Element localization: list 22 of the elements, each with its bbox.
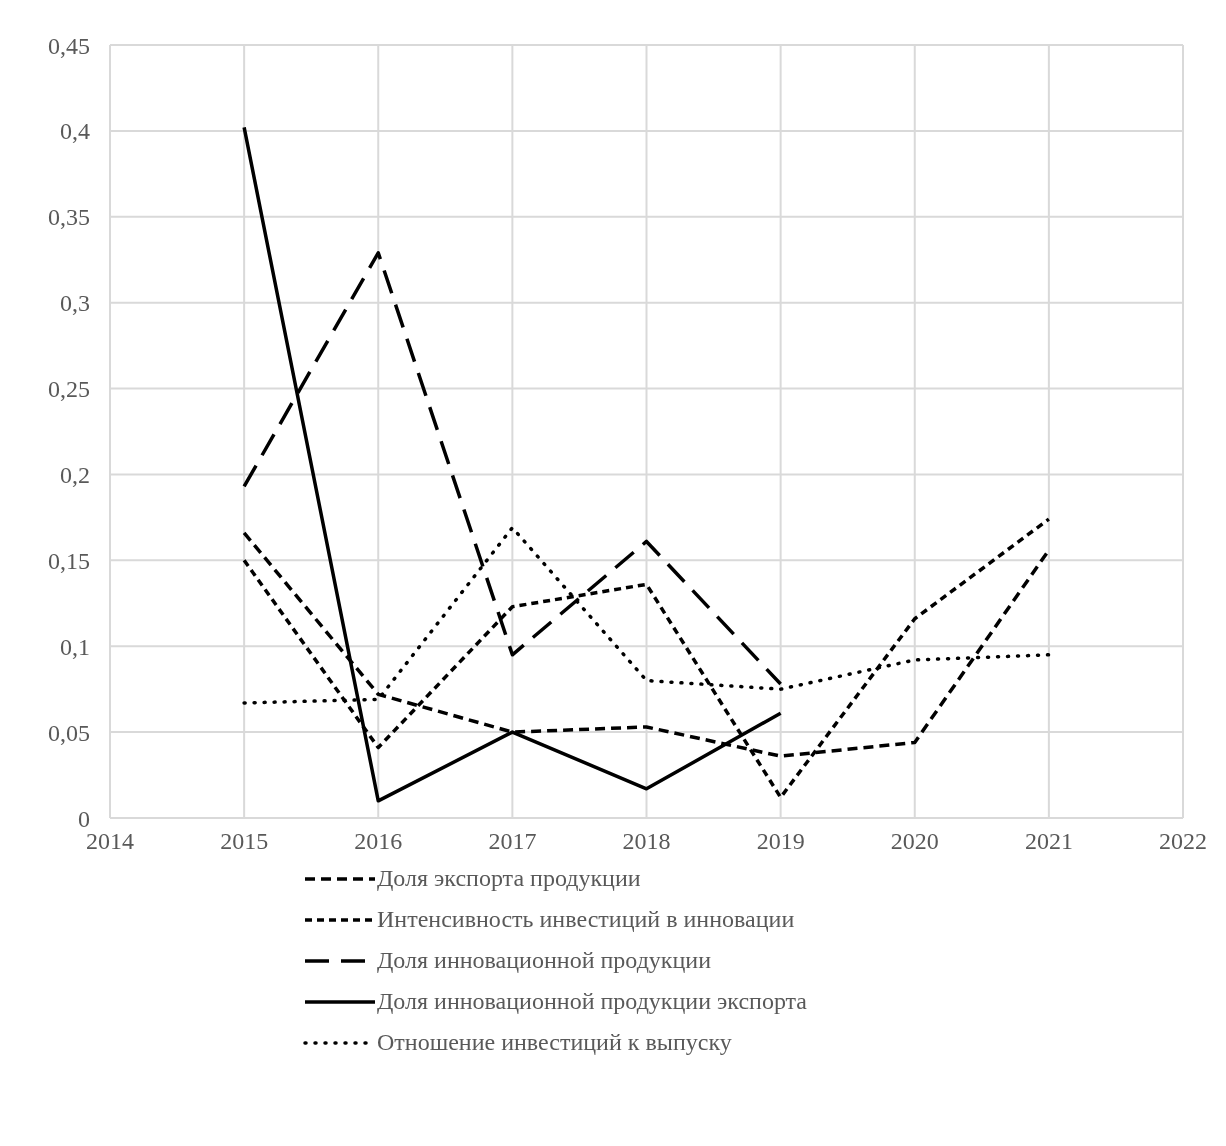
legend-label: Отношение инвестиций к выпуску bbox=[377, 1029, 732, 1056]
y-tick-label: 0,35 bbox=[48, 204, 90, 231]
y-tick-label: 0,3 bbox=[60, 290, 90, 317]
y-tick-label: 0,2 bbox=[60, 461, 90, 488]
y-tick-label: 0,25 bbox=[48, 376, 90, 403]
x-tick-label: 2015 bbox=[220, 828, 269, 855]
x-tick-label: 2022 bbox=[1159, 828, 1207, 855]
x-tick-label: 2016 bbox=[354, 828, 403, 855]
y-tick-label: 0,15 bbox=[48, 547, 90, 574]
y-tick-label: 0,4 bbox=[60, 118, 90, 145]
y-tick-label: 0,1 bbox=[60, 633, 90, 660]
legend-label: Доля инновационной продукции экспорта bbox=[377, 988, 808, 1015]
y-tick-label: 0,05 bbox=[48, 719, 90, 746]
legend-label: Интенсивность инвестиций в инновации bbox=[377, 906, 795, 933]
x-tick-label: 2018 bbox=[622, 828, 671, 855]
x-tick-label: 2019 bbox=[756, 828, 805, 855]
x-tick-label: 2021 bbox=[1024, 828, 1073, 855]
x-tick-label: 2020 bbox=[890, 828, 939, 855]
legend-label: Доля экспорта продукции bbox=[377, 865, 641, 892]
x-tick-label: 2017 bbox=[488, 828, 537, 855]
legend-label: Доля инновационной продукции bbox=[377, 947, 712, 974]
y-tick-label: 0,45 bbox=[48, 32, 90, 59]
